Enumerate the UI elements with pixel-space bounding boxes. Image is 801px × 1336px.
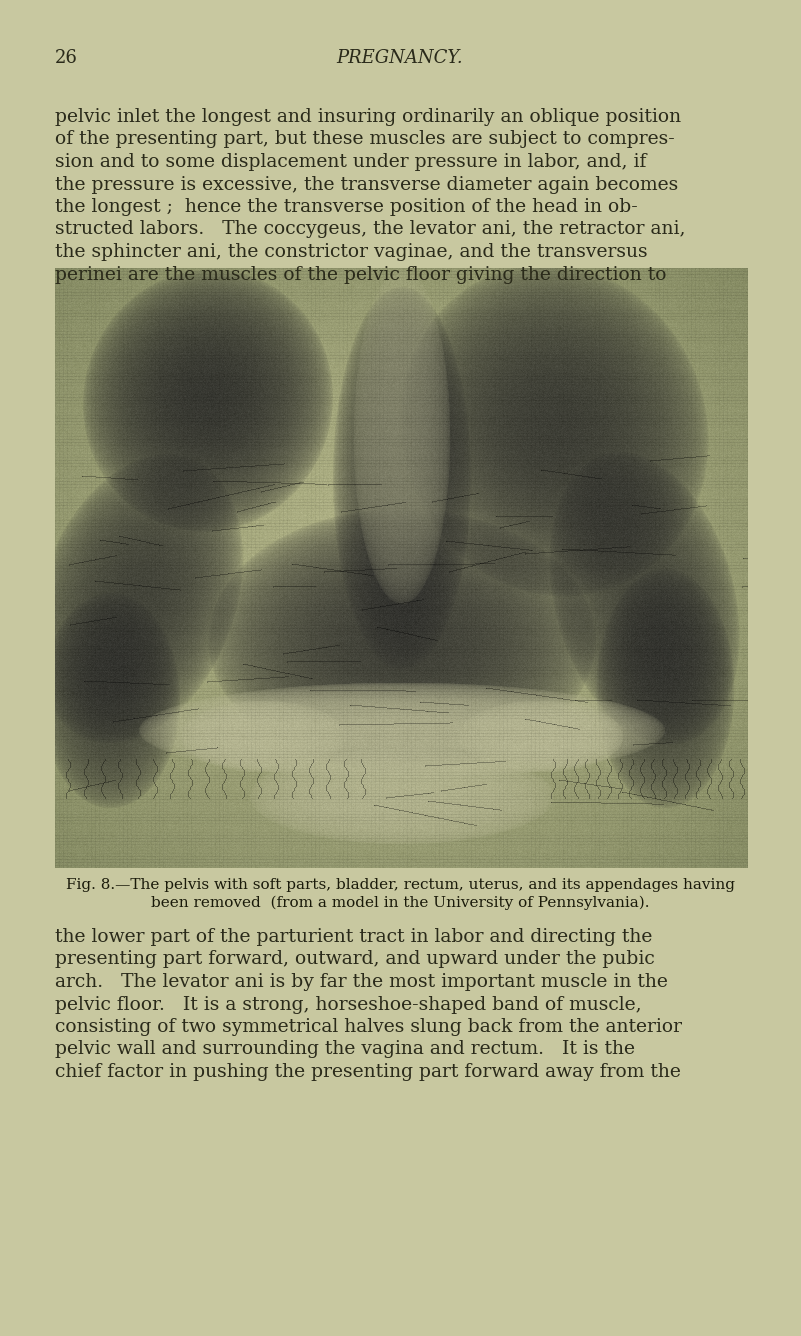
- Text: PREGNANCY.: PREGNANCY.: [336, 49, 463, 67]
- Text: arch.   The levator ani is by far the most important muscle in the: arch. The levator ani is by far the most…: [55, 973, 668, 991]
- Text: the sphincter ani, the constrictor vaginae, and the transversus: the sphincter ani, the constrictor vagin…: [55, 243, 648, 261]
- Text: Fig. 8.—The pelvis with soft parts, bladder, rectum, uterus, and its appendages : Fig. 8.—The pelvis with soft parts, blad…: [66, 878, 735, 892]
- Text: perinei are the muscles of the pelvic floor giving the direction to: perinei are the muscles of the pelvic fl…: [55, 266, 666, 283]
- Text: consisting of two symmetrical halves slung back from the anterior: consisting of two symmetrical halves slu…: [55, 1018, 682, 1035]
- Text: 26: 26: [55, 49, 78, 67]
- Text: pelvic floor.   It is a strong, horseshoe-shaped band of muscle,: pelvic floor. It is a strong, horseshoe-…: [55, 995, 642, 1014]
- Text: the longest ;  hence the transverse position of the head in ob-: the longest ; hence the transverse posit…: [55, 198, 638, 216]
- Text: pelvic inlet the longest and insuring ordinarily an oblique position: pelvic inlet the longest and insuring or…: [55, 108, 681, 126]
- Text: the pressure is excessive, the transverse diameter again becomes: the pressure is excessive, the transvers…: [55, 175, 678, 194]
- Text: structed labors.   The coccygeus, the levator ani, the retractor ani,: structed labors. The coccygeus, the leva…: [55, 220, 686, 239]
- Text: sion and to some displacement under pressure in labor, and, if: sion and to some displacement under pres…: [55, 154, 646, 171]
- Text: pelvic wall and surrounding the vagina and rectum.   It is the: pelvic wall and surrounding the vagina a…: [55, 1041, 635, 1058]
- Text: been removed  (from a model in the University of Pennsylvania).: been removed (from a model in the Univer…: [151, 896, 650, 910]
- Text: presenting part forward, outward, and upward under the pubic: presenting part forward, outward, and up…: [55, 950, 654, 969]
- Text: of the presenting part, but these muscles are subject to compres-: of the presenting part, but these muscle…: [55, 131, 674, 148]
- Text: chief factor in pushing the presenting part forward away from the: chief factor in pushing the presenting p…: [55, 1063, 681, 1081]
- Text: the lower part of the parturient tract in labor and directing the: the lower part of the parturient tract i…: [55, 929, 652, 946]
